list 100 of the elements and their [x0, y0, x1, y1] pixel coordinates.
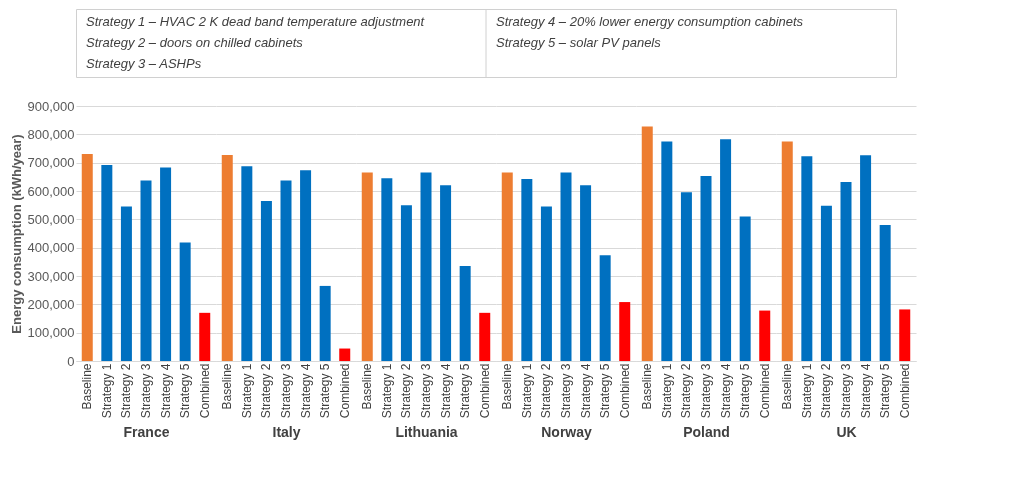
x-tick-label: Strategy 2	[399, 363, 414, 419]
x-tick-label: Strategy 3	[559, 363, 573, 419]
bar	[101, 164, 113, 361]
x-tick-label: Strategy 1	[519, 363, 534, 419]
x-tick-label: Strategy 3	[839, 363, 853, 419]
bar	[199, 312, 211, 361]
x-tick-label: Combined	[617, 363, 632, 419]
bar	[619, 302, 631, 361]
bar	[459, 266, 471, 361]
x-tick-label: Strategy 5	[458, 363, 473, 419]
bar	[501, 172, 513, 361]
text: Strategy 1 – HVAC 2 K dead band temperature adjustment	[86, 14, 426, 29]
x-tick-label: Strategy 3	[699, 363, 713, 419]
y-tick-label: 900,000	[27, 98, 75, 114]
bar	[801, 156, 813, 361]
x-tick-label: Strategy 5	[598, 363, 613, 419]
bar	[580, 185, 592, 361]
y-tick-label: 600,000	[27, 183, 75, 199]
bar	[120, 206, 132, 361]
x-tick-label: Combined	[897, 363, 912, 419]
x-tick-label: Combined	[337, 363, 352, 419]
y-tick-label: 200,000	[27, 296, 75, 312]
x-axis-title: Norway	[541, 424, 592, 441]
text: Strategy 3 – ASHPs	[86, 56, 202, 71]
y-tick-label: 700,000	[27, 155, 75, 171]
bar	[160, 167, 172, 361]
bar	[260, 200, 272, 361]
bar	[400, 205, 412, 361]
x-axis-title: Italy	[272, 424, 301, 441]
bar	[899, 309, 911, 361]
text: Strategy 2 – doors on chilled cabinets	[86, 35, 304, 50]
x-tick-label: Baseline	[780, 363, 795, 410]
x-tick-label: Strategy 1	[659, 363, 674, 419]
x-tick-label: Baseline	[640, 363, 655, 410]
bar	[179, 242, 191, 361]
bar	[641, 126, 653, 361]
bar	[661, 141, 673, 361]
x-tick-label: Strategy 4	[578, 363, 593, 419]
y-tick-label: 800,000	[27, 126, 75, 142]
bar	[280, 180, 292, 361]
x-tick-label: Baseline	[220, 363, 235, 410]
bar	[221, 155, 233, 361]
y-tick-label: 300,000	[27, 268, 75, 284]
bar	[381, 178, 393, 361]
x-tick-label: Combined	[757, 363, 772, 419]
x-tick-label: Combined	[477, 363, 492, 419]
text: Strategy 5 – solar PV panels	[496, 35, 662, 50]
bar	[319, 285, 331, 361]
bar	[420, 172, 432, 361]
x-tick-label: Strategy 1	[799, 363, 814, 419]
bar	[560, 172, 572, 361]
x-tick-label: Strategy 2	[119, 363, 134, 419]
bar	[339, 348, 351, 361]
bar	[361, 172, 373, 361]
bar	[241, 166, 253, 361]
x-tick-label: Baseline	[500, 363, 515, 410]
bar	[739, 216, 751, 361]
bar	[700, 175, 712, 361]
bar	[680, 192, 692, 361]
bar	[440, 185, 452, 361]
x-tick-label: Strategy 1	[239, 363, 254, 419]
bar	[599, 255, 611, 361]
y-tick-label: 400,000	[27, 240, 75, 256]
x-tick-label: Combined	[197, 363, 212, 419]
bar	[820, 205, 832, 361]
text: Strategy 4 – 20% lower energy consumption cabinets	[496, 14, 804, 29]
x-tick-label: Strategy 5	[738, 363, 753, 419]
bar	[479, 312, 491, 361]
bar	[540, 206, 552, 361]
y-tick-label: 500,000	[27, 211, 75, 227]
bar	[521, 179, 533, 361]
x-tick-label: Strategy 2	[819, 363, 834, 419]
x-tick-label: Strategy 2	[539, 363, 554, 419]
x-tick-label: Strategy 4	[158, 363, 173, 419]
x-axis-title: UK	[836, 424, 857, 441]
x-tick-label: Strategy 4	[298, 363, 313, 419]
x-tick-label: Strategy 2	[259, 363, 274, 419]
bar	[879, 225, 891, 361]
x-tick-label: Strategy 3	[419, 363, 433, 419]
bar	[720, 139, 732, 361]
x-tick-label: Strategy 4	[858, 363, 873, 419]
y-axis-title: Energy consumption (kWh/year)	[8, 134, 24, 334]
x-tick-label: Baseline	[80, 363, 95, 410]
x-tick-label: Strategy 5	[318, 363, 333, 419]
x-tick-label: Strategy 1	[99, 363, 114, 419]
x-tick-label: Strategy 3	[279, 363, 293, 419]
x-tick-label: Strategy 3	[139, 363, 153, 419]
x-tick-label: Strategy 4	[438, 363, 453, 419]
x-tick-label: Strategy 5	[178, 363, 193, 419]
bar	[840, 181, 852, 361]
x-axis-title: Lithuania	[395, 424, 458, 441]
x-tick-label: Baseline	[360, 363, 375, 410]
y-tick-label: 100,000	[27, 325, 75, 341]
bar	[81, 153, 93, 361]
x-tick-label: Strategy 5	[878, 363, 893, 419]
y-tick-label: 0	[67, 353, 75, 369]
x-tick-label: Strategy 4	[718, 363, 733, 419]
x-tick-label: Strategy 1	[379, 363, 394, 419]
bar	[140, 180, 152, 361]
x-axis-title: France	[123, 424, 170, 441]
